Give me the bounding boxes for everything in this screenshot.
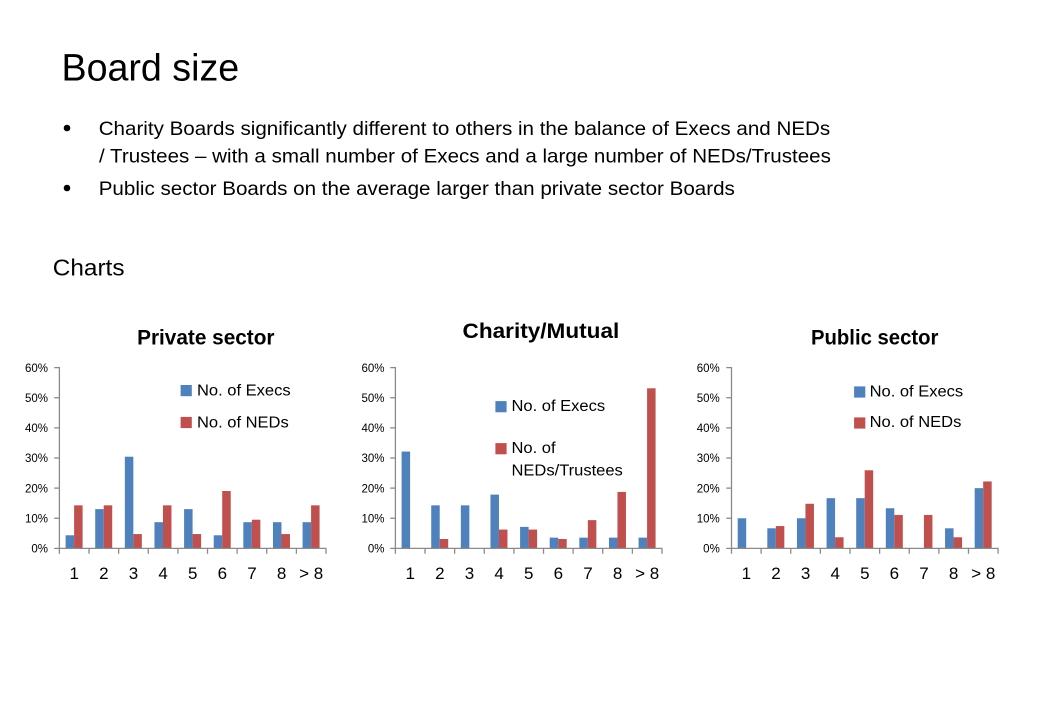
svg-text:8: 8: [613, 564, 622, 583]
svg-text:5: 5: [188, 564, 197, 583]
svg-text:Board size: Board size: [62, 47, 240, 89]
svg-text:6: 6: [890, 564, 899, 583]
svg-text:20%: 20%: [697, 483, 720, 495]
svg-text:Public sector Boards on the av: Public sector Boards on the average larg…: [99, 178, 735, 199]
svg-text:> 8: > 8: [635, 564, 659, 583]
svg-text:10%: 10%: [697, 513, 720, 525]
svg-text:6: 6: [218, 564, 227, 583]
svg-text:6: 6: [554, 564, 563, 583]
svg-text:No. of NEDs: No. of NEDs: [870, 414, 962, 430]
svg-text:40%: 40%: [25, 423, 48, 435]
svg-text:7: 7: [247, 564, 256, 583]
svg-text:NEDs/Trustees: NEDs/Trustees: [512, 463, 623, 479]
svg-text:2: 2: [99, 564, 108, 583]
svg-text:30%: 30%: [361, 453, 384, 465]
svg-text:2: 2: [771, 564, 780, 583]
svg-text:4: 4: [830, 564, 839, 583]
svg-text:30%: 30%: [25, 453, 48, 465]
svg-text:4: 4: [158, 564, 167, 583]
svg-text:20%: 20%: [25, 483, 48, 495]
svg-text:40%: 40%: [697, 423, 720, 435]
svg-text:30%: 30%: [697, 453, 720, 465]
svg-text:No. of: No. of: [512, 441, 557, 457]
svg-text:5: 5: [860, 564, 869, 583]
svg-text:0%: 0%: [368, 544, 385, 556]
svg-text:3: 3: [129, 564, 138, 583]
svg-text:/ Trustees – with a small numb: / Trustees – with a small number of Exec…: [99, 146, 831, 167]
svg-text:1: 1: [742, 564, 751, 583]
svg-text:3: 3: [465, 564, 474, 583]
svg-text:60%: 60%: [697, 363, 720, 375]
svg-text:No. of NEDs: No. of NEDs: [197, 415, 289, 431]
svg-text:4: 4: [494, 564, 503, 583]
svg-text:> 8: > 8: [971, 564, 995, 583]
svg-text:1: 1: [69, 564, 78, 583]
svg-text:Charity Boards significantly d: Charity Boards significantly different t…: [99, 118, 831, 139]
svg-text:Public sector: Public sector: [811, 326, 938, 349]
svg-text:0%: 0%: [703, 544, 720, 556]
svg-text:No. of Execs: No. of Execs: [197, 383, 291, 399]
svg-text:5: 5: [524, 564, 533, 583]
svg-text:2: 2: [435, 564, 444, 583]
svg-text:3: 3: [801, 564, 810, 583]
svg-text:8: 8: [949, 564, 958, 583]
svg-text:10%: 10%: [361, 513, 384, 525]
svg-text:0%: 0%: [31, 544, 48, 556]
svg-text:1: 1: [405, 564, 414, 583]
svg-text:60%: 60%: [361, 363, 384, 375]
svg-text:40%: 40%: [361, 423, 384, 435]
svg-text:7: 7: [919, 564, 928, 583]
svg-text:10%: 10%: [25, 513, 48, 525]
svg-text:8: 8: [277, 564, 286, 583]
svg-text:50%: 50%: [361, 393, 384, 405]
svg-text:50%: 50%: [25, 393, 48, 405]
svg-text:> 8: > 8: [299, 564, 323, 583]
svg-text:20%: 20%: [361, 483, 384, 495]
svg-text:No. of Execs: No. of Execs: [870, 384, 964, 400]
svg-text:7: 7: [583, 564, 592, 583]
svg-text:No. of Execs: No. of Execs: [512, 398, 606, 414]
svg-text:Charity/Mutual: Charity/Mutual: [463, 319, 620, 343]
svg-text:Charts: Charts: [53, 255, 125, 281]
svg-text:60%: 60%: [25, 363, 48, 375]
svg-text:50%: 50%: [697, 393, 720, 405]
svg-text:Private sector: Private sector: [137, 327, 274, 350]
